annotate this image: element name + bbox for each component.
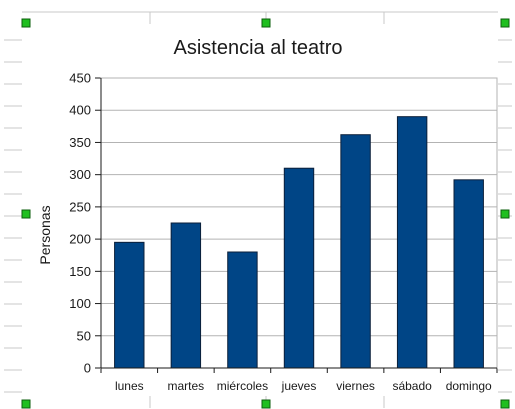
y-tick-label: 100 bbox=[69, 296, 91, 311]
handle-middle-right[interactable] bbox=[500, 209, 510, 219]
bar-lunes bbox=[114, 241, 145, 369]
x-tick-label: jueves bbox=[281, 379, 317, 393]
x-tick-label: martes bbox=[168, 379, 205, 393]
x-tick-label: miércoles bbox=[217, 379, 268, 393]
y-tick-label: 0 bbox=[84, 361, 91, 376]
y-tick-label: 250 bbox=[69, 199, 91, 214]
chart-title: Asistencia al teatro bbox=[174, 37, 343, 59]
y-tick-label: 350 bbox=[69, 135, 91, 150]
handle-top-left[interactable] bbox=[21, 18, 31, 28]
handle-bottom-left[interactable] bbox=[21, 399, 31, 409]
rulers bbox=[4, 11, 512, 408]
bar-miércoles bbox=[227, 251, 258, 369]
handle-top-right[interactable] bbox=[500, 18, 510, 28]
y-tick-label: 200 bbox=[69, 232, 91, 247]
y-axis-label: Personas bbox=[37, 205, 53, 264]
x-tick-label: domingo bbox=[446, 379, 492, 393]
selection-handles[interactable] bbox=[21, 18, 510, 409]
y-tick-label: 300 bbox=[69, 167, 91, 182]
bar-domingo bbox=[453, 179, 484, 369]
y-tick-labels: 0 50 100 150 200 250 300 350 400 450 bbox=[69, 71, 91, 376]
bar-viernes bbox=[340, 134, 371, 369]
x-tick-label: sábado bbox=[392, 379, 432, 393]
y-tick-label: 450 bbox=[69, 71, 91, 86]
handle-bottom-right[interactable] bbox=[500, 399, 510, 409]
bar-sábado bbox=[396, 116, 428, 369]
x-tick-labels: lunes martes miércoles jueves viernes sábado d… bbox=[100, 368, 498, 393]
handle-top-center[interactable] bbox=[261, 18, 271, 28]
handle-middle-left[interactable] bbox=[21, 209, 31, 219]
bar-jueves bbox=[283, 167, 315, 369]
y-tick-label: 150 bbox=[69, 264, 91, 279]
y-tick-label: 400 bbox=[69, 103, 91, 118]
axes bbox=[100, 77, 498, 369]
x-tick-label: viernes bbox=[336, 379, 375, 393]
x-tick-label: lunes bbox=[115, 379, 144, 393]
bars bbox=[114, 116, 484, 369]
y-tick-label: 50 bbox=[77, 328, 91, 343]
bar-martes bbox=[170, 222, 202, 369]
handle-bottom-center[interactable] bbox=[261, 399, 271, 409]
